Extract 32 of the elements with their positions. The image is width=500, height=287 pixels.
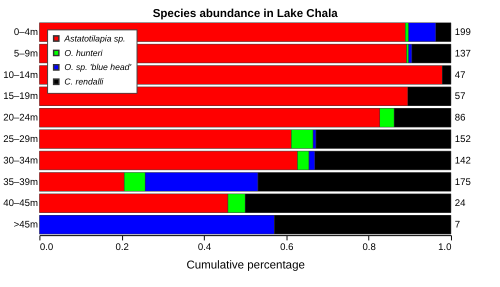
text: 137	[454, 48, 471, 60]
x-tick-label: 0.0	[40, 242, 54, 254]
x-tick-label: 0.4	[198, 242, 212, 254]
y-tick-label: 0–4m	[14, 27, 38, 38]
text: 175	[454, 176, 471, 188]
text: 47	[454, 70, 466, 81]
y-tick-label: >45m	[14, 220, 38, 231]
y-tick-label: 10–14m	[3, 70, 38, 81]
y-tick-label: 25–29m	[3, 134, 38, 145]
x-tick-label: 1.0	[438, 242, 452, 254]
legend-label: Astatotilapia sp.	[63, 33, 126, 44]
x-tick-label: 0.2	[116, 242, 129, 254]
text: 86	[454, 112, 466, 124]
text: 57	[454, 91, 466, 102]
legend-label: O. sp. 'blue head'	[64, 62, 132, 72]
y-tick-label: 35–39m	[3, 176, 38, 188]
y-tick-label: 20–24m	[3, 112, 38, 124]
x-tick-label: 0.8	[362, 242, 376, 254]
y-tick-label: 15–19m	[3, 91, 38, 102]
legend-label: C. rendalli	[64, 76, 104, 87]
text: 24	[454, 198, 466, 210]
y-tick-label: 30–34m	[3, 155, 38, 166]
text: 199	[454, 27, 471, 38]
text: 152	[454, 134, 471, 145]
x-tick-label: 0.6	[280, 242, 294, 254]
text: 7	[454, 220, 460, 231]
chart-title: Species abundance in Lake Chala	[152, 8, 338, 20]
legend-label: O. hunteri	[64, 48, 104, 58]
y-tick-label: 40–45m	[3, 198, 38, 210]
x-axis-title: Cumulative percentage	[186, 259, 305, 272]
text: 142	[454, 155, 471, 166]
y-tick-label: 5–9m	[14, 48, 38, 60]
